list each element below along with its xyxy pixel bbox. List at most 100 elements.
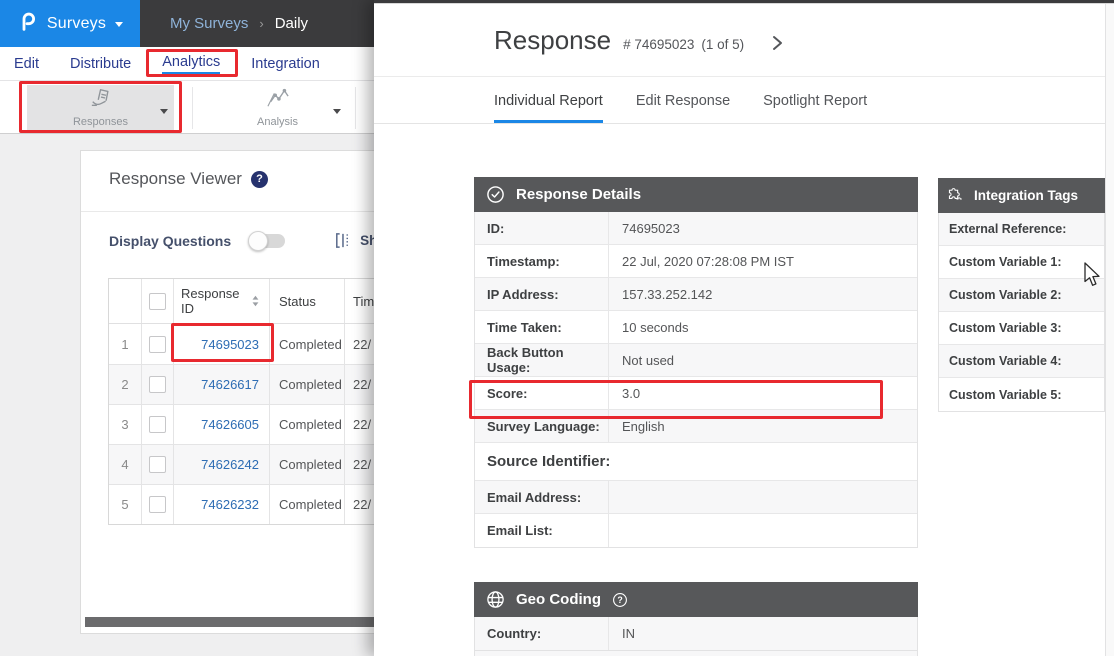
analysis-label: Analysis [257,116,298,128]
overlay-scrollbar[interactable] [1105,4,1114,656]
detail-value [610,443,917,480]
overlay-header: Response # 74695023 (1 of 5) [374,5,1105,77]
globe-icon [487,591,504,608]
integration-tag-row: Custom Variable 3: [939,312,1104,345]
column-header-response-id[interactable]: Response ID [181,286,240,316]
integration-tags-table: External Reference: Custom Variable 1: C… [938,213,1105,412]
row-checkbox[interactable] [149,335,166,353]
detail-value: 3.0 [608,377,917,409]
chevron-right-icon [773,35,783,50]
response-id-link[interactable]: 74695023 [201,336,259,352]
detail-row: Survey Language: English [475,410,917,443]
breadcrumb-my-surveys[interactable]: My Surveys [170,15,249,32]
chevron-down-icon [115,21,124,31]
top-bar: Surveys My Surveys › Daily [0,0,374,47]
analysis-button[interactable]: Analysis [230,85,325,130]
detail-row: Score: 3.0 [475,377,917,410]
row-checkbox[interactable] [149,496,166,513]
detail-label: Time Taken: [487,319,562,335]
main-nav: Edit Distribute Analytics Integration [0,47,374,81]
integration-tags-panel: Integration Tags External Reference: Cus… [938,178,1105,412]
panel-title: Geo Coding [516,591,601,608]
help-circle-icon[interactable]: ? [612,592,628,608]
response-id-link[interactable]: 74626617 [201,377,259,392]
overlay-tabs: Individual Report Edit Response Spotlight … [374,78,1105,124]
geo-coding-panel: Geo Coding ? Country: IN [474,582,918,656]
responses-button[interactable]: Responses [27,85,174,130]
check-circle-icon [487,186,504,203]
detail-row: Source Identifier: [475,443,917,481]
detail-value: English [608,410,917,442]
column-header-timestamp: Tim [353,293,375,309]
tab[interactable]: Edit Response [635,93,731,109]
status-cell: Completed [270,485,345,524]
help-icon[interactable]: ? [250,170,268,188]
display-questions-toggle[interactable] [248,230,286,251]
detail-value: IN [608,617,917,650]
detail-value: 74695023 [608,212,917,244]
responses-dropdown-caret-icon[interactable] [160,109,168,118]
next-response-button[interactable] [772,35,783,51]
row-number: 3 [109,405,142,444]
detail-value: 10 seconds [608,311,917,343]
responses-label: Responses [72,116,129,128]
analysis-dropdown-caret-icon[interactable] [333,109,341,118]
response-id-link[interactable]: 74626605 [201,417,259,432]
detail-label: Score: [487,385,528,401]
row-checkbox[interactable] [149,376,166,393]
integration-tag-label: Custom Variable 4: [949,354,1062,368]
analysis-icon [265,87,291,114]
nav-item[interactable]: Analytics [162,54,221,74]
integration-tag-row: Custom Variable 4: [939,345,1104,378]
detail-label: Timestamp: [487,253,560,269]
timestamp-cell: 22/ [353,457,372,472]
nav-item[interactable]: Distribute [70,55,132,72]
status-cell: Completed [270,365,345,404]
row-checkbox[interactable] [149,416,166,433]
svg-text:?: ? [617,595,622,605]
analytics-toolbar: Responses Analysis [0,81,374,134]
row-number: 4 [109,445,142,484]
response-details-header: Response Details [474,177,918,212]
response-detail-overlay: Response # 74695023 (1 of 5) Individual … [374,0,1114,656]
nav-item[interactable]: Integration [251,55,320,72]
nav-item[interactable]: Edit [14,55,39,72]
detail-row: Email List: [475,514,917,547]
integration-tag-label: External Reference: [949,222,1067,236]
tab[interactable]: Individual Report [494,93,603,123]
integration-tag-row: Custom Variable 2: [939,279,1104,312]
row-checkbox[interactable] [149,456,166,473]
overlay-top-border [374,0,1114,4]
detail-label: Back Button Usage: [487,345,564,375]
breadcrumb-survey-name: Daily [274,15,309,32]
tab[interactable]: Spotlight Report [763,93,868,109]
detail-label: Email List: [487,523,553,538]
row-number: 5 [109,485,142,524]
timestamp-cell: 22/ [353,377,372,392]
detail-row: Timestamp: 22 Jul, 2020 07:28:08 PM IST [475,245,917,278]
timestamp-cell: 22/ [353,497,372,512]
questionpro-logo-icon [17,11,38,37]
integration-tags-header: Integration Tags [938,178,1105,213]
geo-coding-header: Geo Coding ? [474,582,918,617]
page-title: Response Viewer [109,169,242,188]
detail-label: IP Address: [487,286,559,302]
integration-tag-row: Custom Variable 1: [939,246,1104,279]
toolbar-divider [355,87,356,129]
detail-row: Time Taken: 10 seconds [475,311,917,344]
row-number: 1 [109,324,142,364]
detail-label: Survey Language: [487,418,600,434]
geo-coding-table: Country: IN [474,617,918,651]
surveys-menu[interactable]: Surveys [0,0,140,47]
select-all-checkbox[interactable] [149,292,166,310]
response-id-link[interactable]: 74626232 [201,497,259,512]
response-id-link[interactable]: 74626242 [201,457,259,472]
detail-value: 22 Jul, 2020 07:28:08 PM IST [608,245,917,277]
sort-icon[interactable] [252,295,259,307]
integration-tag-row: External Reference: [939,213,1104,246]
row-number-header [109,279,142,323]
response-position: (1 of 5) [701,37,745,52]
detail-value [608,514,917,547]
detail-label: Email Address: [487,489,582,505]
